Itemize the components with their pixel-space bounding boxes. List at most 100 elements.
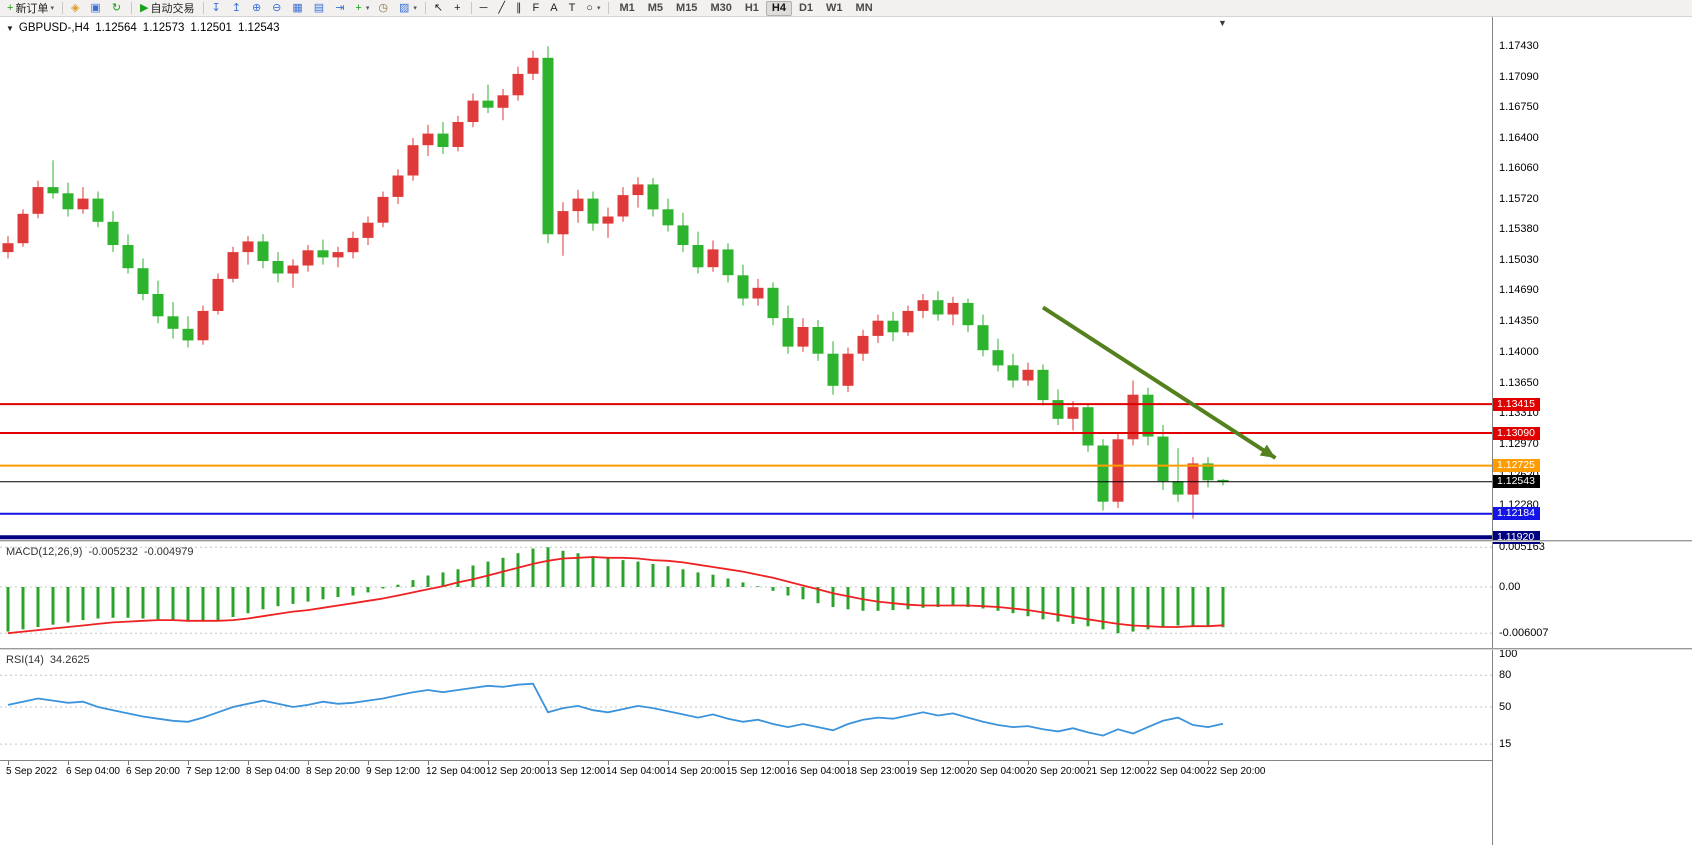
price-tick-label: 1.12970 (1499, 437, 1539, 450)
rsi-value: 34.2625 (49, 654, 90, 666)
timeframe-m5-button[interactable]: M5 (642, 1, 669, 16)
dropdown-caret-icon: ▾ (50, 5, 54, 12)
time-label: 6 Sep 20:00 (126, 766, 180, 777)
quote-low: 1.12501 (190, 22, 232, 34)
trendline-icon: ╱ (498, 1, 505, 14)
price-tick-label: 1.16750 (1499, 100, 1539, 113)
price-tag-resistance-line-1: 1.13415 (1493, 397, 1540, 411)
timeframe-m15-button-label: M15 (676, 2, 698, 14)
timeframe-mn-button[interactable]: MN (850, 1, 879, 16)
crosshair-tool[interactable]: + (450, 1, 466, 16)
new-order-button[interactable]: + 新订单 ▾ (3, 1, 58, 16)
candles-group (2, 46, 1229, 519)
timeframe-h1-button[interactable]: H1 (739, 1, 765, 16)
timeframe-m15-button[interactable]: M15 (670, 1, 703, 16)
autotrading-button-label: 自动交易 (150, 3, 195, 15)
toolbar-separator (424, 2, 426, 14)
new-order-icon: + (7, 1, 14, 14)
time-tick (1028, 761, 1029, 765)
time-label: 21 Sep 12:00 (1086, 766, 1146, 777)
quote-line: ▼ GBPUSD-,H4 1.12564 1.12573 1.12501 1.1… (6, 22, 280, 34)
zoom-in-button[interactable]: ⊕ (248, 1, 267, 16)
rsi-canvas[interactable] (0, 650, 1492, 760)
rsi-tick-label: 15 (1499, 738, 1512, 751)
text-icon: A (550, 1, 558, 14)
macd-label: MACD(12,26,9) -0.005232 -0.004979 (6, 546, 194, 558)
fibonacci-tool[interactable]: F (528, 1, 545, 16)
timeframe-w1-button-label: W1 (826, 2, 843, 14)
rsi-tick-label: 100 (1499, 648, 1518, 660)
price-tick-label: 1.17090 (1499, 70, 1539, 83)
timeframe-w1-button[interactable]: W1 (820, 1, 849, 16)
time-tick (608, 761, 609, 765)
time-tick (248, 761, 249, 765)
time-tick (668, 761, 669, 765)
data-window-icon[interactable]: ▣ (86, 1, 106, 16)
time-axis[interactable]: 5 Sep 2022 6 Sep 04:00 6 Sep 20:00 7 Sep 12… (0, 760, 1492, 845)
timeframe-m1-button[interactable]: M1 (613, 1, 640, 16)
indicator-window-down-icon[interactable]: ↧ (208, 1, 227, 16)
pane-splitter[interactable] (0, 648, 1692, 650)
time-tick (908, 761, 909, 765)
timeframe-h4-button[interactable]: H4 (765, 0, 792, 16)
shapes-tool[interactable]: ○ ▾ (582, 1, 604, 16)
horizontal-line-tool[interactable]: ─ (476, 1, 494, 16)
autotrading-icon: ▶ (140, 1, 149, 14)
dropdown-caret-icon: ▾ (596, 5, 601, 12)
autotrading-button[interactable]: ▶ 自动交易 (136, 1, 198, 16)
tile-windows-icon[interactable]: ▦ (288, 1, 308, 16)
trend-arrow[interactable] (1041, 305, 1277, 460)
pane-splitter[interactable] (0, 540, 1692, 542)
price-tick-label: 1.14000 (1499, 345, 1539, 358)
timeframe-h1-button-label: H1 (744, 2, 759, 14)
price-tick-label: 1.13650 (1499, 377, 1539, 390)
timeframe-m30-button[interactable]: M30 (704, 1, 737, 16)
trendline-tool[interactable]: ╱ (494, 1, 511, 16)
macd-canvas[interactable] (0, 542, 1492, 648)
toolbar-separator (608, 2, 610, 14)
time-tick (188, 761, 189, 765)
time-label: 12 Sep 04:00 (426, 766, 486, 777)
new-chart-button[interactable]: + ▾ (351, 1, 373, 16)
time-tick (848, 761, 849, 765)
toolbar-separator (202, 2, 204, 14)
price-axis[interactable]: 1.17430 1.17090 1.16750 1.16400 1.16060 1.157… (1492, 17, 1692, 845)
zoom-out-button[interactable]: ⊖ (268, 1, 287, 16)
price-tick-label: 1.17430 (1499, 40, 1539, 53)
label-tool[interactable]: T (565, 1, 582, 16)
timeframe-d1-button-label: D1 (798, 2, 814, 14)
price-chart-canvas[interactable] (0, 17, 1492, 540)
time-tick (308, 761, 309, 765)
indicator-window-up-icon[interactable]: ↥ (228, 1, 247, 16)
cascade-windows-icon[interactable]: ▤ (310, 1, 330, 16)
text-tool[interactable]: A (546, 1, 563, 16)
time-label: 12 Sep 20:00 (486, 766, 546, 777)
toolbar-separator (131, 2, 133, 14)
tile-windows-icon-icon: ▦ (292, 1, 303, 14)
template-icon: ▨ (398, 1, 410, 14)
new-chart-icon: + (355, 1, 362, 14)
rsi-name: RSI(14) (6, 654, 44, 666)
templates-button[interactable]: ▨ ▾ (395, 1, 421, 16)
time-tick (68, 761, 69, 765)
time-label: 15 Sep 12:00 (726, 766, 786, 777)
macd-signal-value: -0.004979 (143, 546, 194, 558)
timeframe-d1-button[interactable]: D1 (793, 1, 819, 16)
new-order-button-label: 新订单 (15, 3, 49, 15)
time-tick (368, 761, 369, 765)
auto-scroll-icon[interactable]: ⇥ (331, 1, 350, 16)
cascade-windows-icon-icon: ▤ (313, 1, 325, 14)
macd-tick-label: -0.006007 (1499, 627, 1549, 640)
market-watch-icon[interactable]: ◈ (67, 1, 85, 16)
channel-tool[interactable]: ∥ (512, 1, 528, 16)
zoom-in-icon: ⊕ (251, 1, 262, 14)
refresh-icon[interactable]: ↻ (108, 1, 127, 16)
period-clock-icon[interactable]: ◷ (374, 1, 394, 16)
chart-shift-marker[interactable]: ▼ (1218, 18, 1227, 28)
time-tick (728, 761, 729, 765)
time-label: 20 Sep 04:00 (966, 766, 1026, 777)
macd-tick-label: 0.00 (1499, 581, 1521, 593)
one-click-trading-toggle[interactable]: ▼ (6, 23, 14, 33)
cursor-tool[interactable]: ↖ (430, 1, 449, 16)
time-tick (968, 761, 969, 765)
